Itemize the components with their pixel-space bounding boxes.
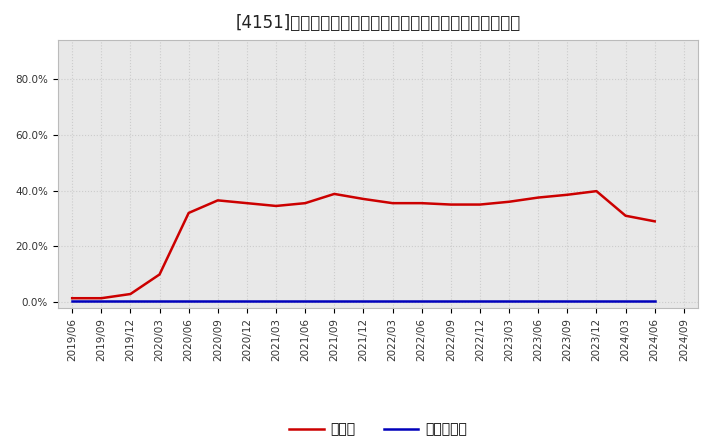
現須金 <box>156 272 164 277</box>
有利子負債 <box>388 298 397 304</box>
有利子負債 <box>563 298 572 304</box>
有利子負債 <box>534 298 543 304</box>
有利子負債 <box>621 298 630 304</box>
現須金 <box>592 188 600 194</box>
現須金 <box>301 201 310 206</box>
有利子負債 <box>156 298 164 304</box>
現須金 <box>388 201 397 206</box>
有利子負債 <box>271 298 280 304</box>
有利子負債 <box>243 298 251 304</box>
有利子負債 <box>418 298 426 304</box>
有利子負債 <box>330 298 338 304</box>
有利子負債 <box>592 298 600 304</box>
現須金 <box>505 199 513 205</box>
有利子負債 <box>126 298 135 304</box>
有利子負債 <box>68 298 76 304</box>
現須金 <box>563 192 572 198</box>
現須金 <box>650 219 659 224</box>
現須金 <box>446 202 455 207</box>
有利子負債 <box>446 298 455 304</box>
有利子負債 <box>301 298 310 304</box>
現須金 <box>476 202 485 207</box>
現須金 <box>330 191 338 197</box>
現須金 <box>243 201 251 206</box>
現須金 <box>621 213 630 218</box>
現須金 <box>68 296 76 301</box>
有利子負債 <box>97 298 106 304</box>
現須金 <box>271 203 280 209</box>
現須金 <box>534 195 543 200</box>
有利子負債 <box>184 298 193 304</box>
現須金 <box>213 198 222 203</box>
有利子負債 <box>476 298 485 304</box>
Legend: 現須金, 有利子負債: 現須金, 有利子負債 <box>284 417 472 440</box>
Line: 現須金: 現須金 <box>72 191 654 298</box>
有利子負債 <box>213 298 222 304</box>
有利子負債 <box>505 298 513 304</box>
現須金 <box>359 196 368 202</box>
現須金 <box>126 291 135 297</box>
現須金 <box>97 296 106 301</box>
現須金 <box>418 201 426 206</box>
有利子負債 <box>359 298 368 304</box>
現須金 <box>184 210 193 216</box>
Title: [4151]　現須金、有利子負債の総資産に対する比率の推移: [4151] 現須金、有利子負債の総資産に対する比率の推移 <box>235 15 521 33</box>
有利子負債 <box>650 298 659 304</box>
